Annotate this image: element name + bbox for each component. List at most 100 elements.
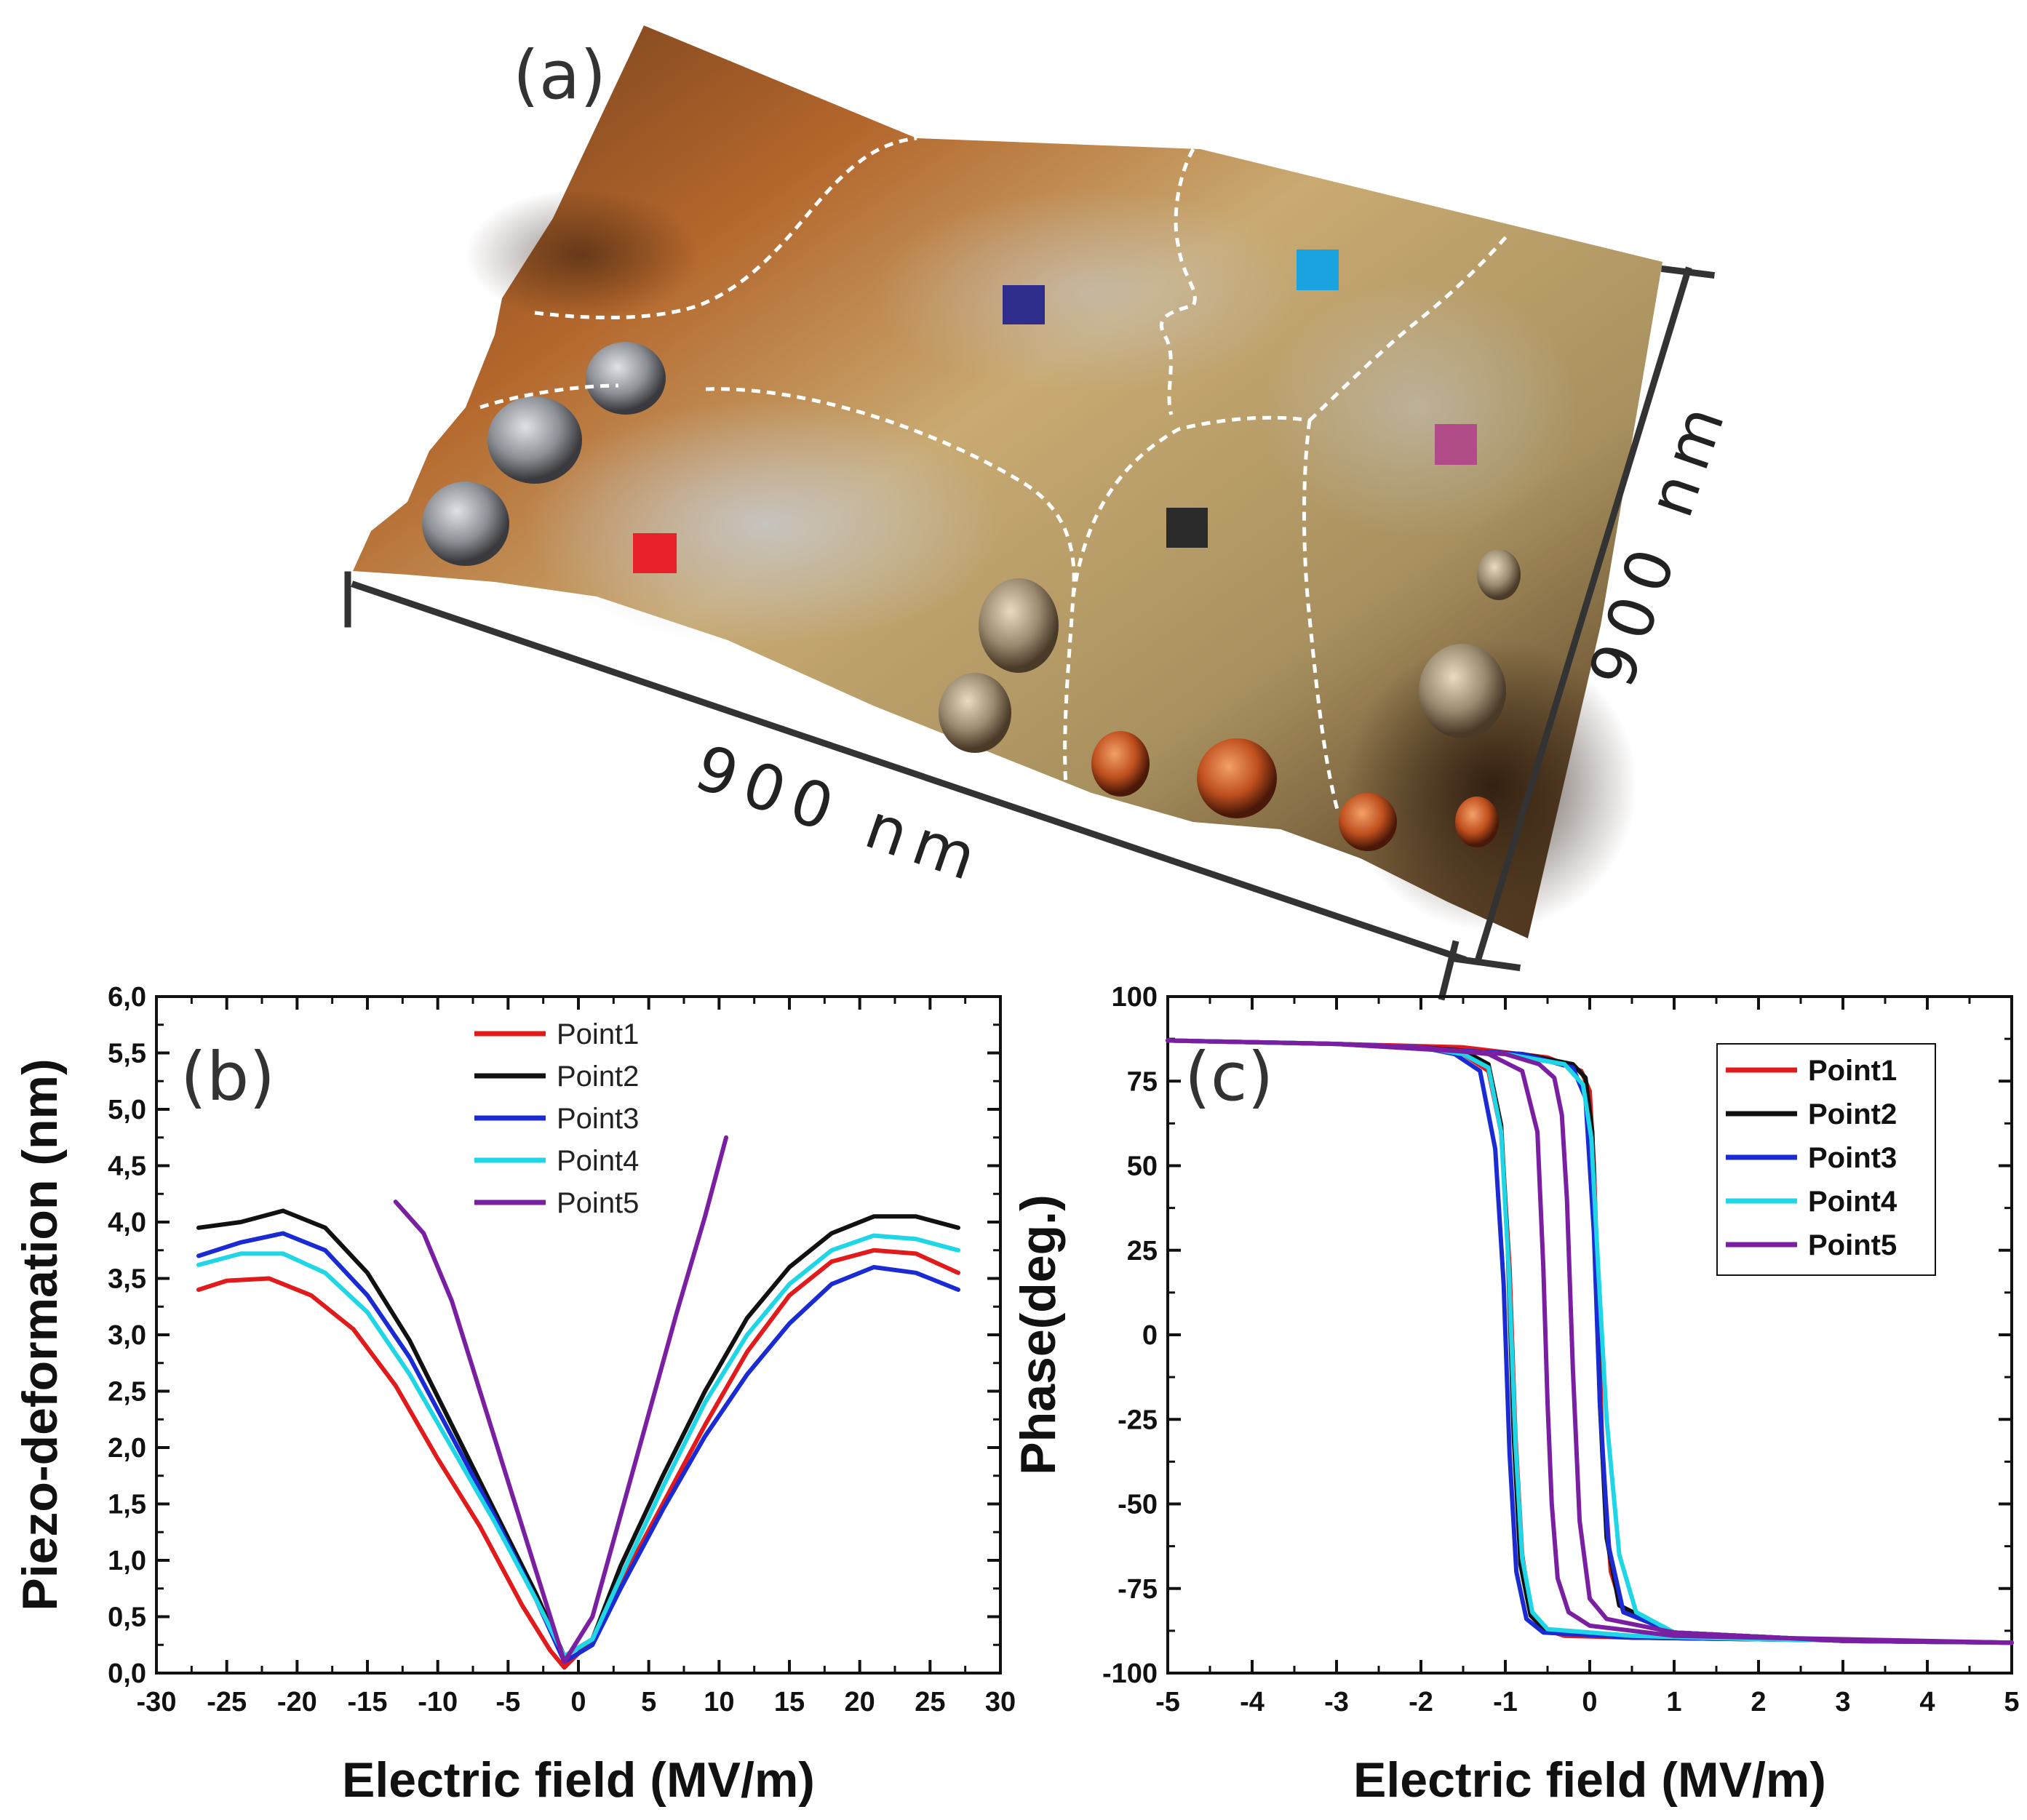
afm-grain-bump [1455,797,1499,847]
afm-grain-bump [939,673,1011,753]
y-tick-label: 0,5 [108,1603,146,1633]
legend-label-point2: Point2 [557,1061,639,1093]
chart-c-x-axis-title: Electric field (MV/m) [1353,1752,1826,1808]
panel-a-topography: 900 nm 900 nm (a) [344,25,1743,1001]
chart-b-legend: Point1 Point2 Point3 Point4 Point5 [474,1018,639,1219]
afm-grain-bump [1091,731,1150,797]
x-tick-label: 0 [1582,1687,1597,1717]
y-tick-label: 2,5 [108,1377,146,1408]
y-tick-label: -75 [1118,1574,1158,1605]
afm-grain-bump [979,578,1059,673]
x-tick-label: 20 [845,1687,875,1717]
afm-dark-region [466,189,698,320]
point1-marker[interactable] [633,533,677,573]
x-tick-label: -20 [277,1687,317,1717]
chart-c-series-point5 [1166,1038,2014,1645]
y-tick-label: 0,0 [108,1659,146,1689]
chart-b-x-axis-title: Electric field (MV/m) [342,1752,815,1808]
x-tick-label: 4 [1919,1687,1935,1717]
chart-c-y-axis-title: Phase(deg.) [1011,1194,1066,1474]
point3-marker[interactable] [1003,285,1045,324]
y-tick-label: 75 [1127,1066,1158,1097]
chart-c-y-tick-labels: -100 -75 -50 -25 0 25 50 75 100 [1102,982,1158,1689]
chart-b-series-point1 [196,1248,960,1670]
point5-marker[interactable] [1435,424,1477,465]
y-tick-label: 1,0 [108,1546,146,1576]
chart-c-series [1166,1038,2014,1645]
afm-grain-bump [487,396,582,484]
y-tick-label: 25 [1127,1236,1158,1266]
chart-b: -30 -25 -20 -15 -10 -5 0 5 10 15 20 25 30 0,0 0,5 1,0 1… [12,982,1016,1808]
chart-b-series-point3 [196,1231,960,1664]
y-tick-label: 0 [1142,1320,1158,1351]
x-tick-label: 15 [774,1687,805,1717]
chart-c-panel-label: (c) [1184,1038,1273,1116]
x-tick-label: 25 [915,1687,945,1717]
x-tick-label: -4 [1240,1687,1265,1717]
point4-marker[interactable] [1297,250,1339,290]
afm-dark-region [1346,640,1637,931]
legend-label-point1: Point1 [1808,1055,1897,1087]
x-tick-label: 2 [1751,1687,1766,1717]
legend-label-point5: Point5 [1808,1229,1897,1261]
chart-c: -5 -4 -3 -2 -1 0 1 2 3 4 5 -100 -75 -50 -25 0 25 50 75 100… [1011,982,2020,1808]
x-tick-label: -25 [207,1687,247,1717]
x-tick-label: 30 [985,1687,1016,1717]
afm-grain-bump [1477,549,1521,600]
chart-c-legend: Point1 Point2 Point3 Point4 Point5 [1716,1043,1936,1276]
legend-label-point5: Point5 [557,1187,639,1219]
x-tick-label: 3 [1835,1687,1850,1717]
y-tick-label: 2,0 [108,1433,146,1464]
y-tick-label: -25 [1118,1405,1158,1435]
chart-b-series [196,1135,960,1670]
x-tick-label: -5 [495,1687,520,1717]
y-tick-label: -100 [1102,1659,1158,1689]
chart-b-plot-frame [155,995,1002,1675]
chart-b-series-point4 [196,1233,960,1659]
y-tick-label: 5,5 [108,1039,146,1069]
afm-grain-bump [1339,793,1397,851]
x-tick-label: 5 [2004,1687,2019,1717]
legend-label-point3: Point3 [557,1103,639,1135]
y-tick-label: -50 [1118,1490,1158,1520]
x-tick-label: 5 [641,1687,656,1717]
x-tick-label: 1 [1666,1687,1681,1717]
x-tick-label: -15 [348,1687,388,1717]
point-markers [633,250,1477,573]
x-tick-label: -1 [1493,1687,1518,1717]
y-tick-label: 3,5 [108,1264,146,1295]
y-tick-label: 5,0 [108,1095,146,1125]
chart-c-x-tick-labels: -5 -4 -3 -2 -1 0 1 2 3 4 5 [1155,1687,2019,1717]
afm-grain-bump [1197,738,1277,818]
legend-label-point4: Point4 [1808,1186,1897,1218]
x-tick-label: -3 [1324,1687,1349,1717]
legend-label-point2: Point2 [1808,1098,1897,1130]
point2-marker[interactable] [1166,508,1208,548]
y-tick-label: 4,5 [108,1152,146,1182]
grain-boundaries [479,136,1511,815]
x-tick-label: -10 [418,1687,458,1717]
chart-b-panel-label: (b) [180,1038,275,1116]
y-tick-label: 6,0 [108,982,146,1013]
chart-b-ticks [155,995,1002,1675]
chart-b-x-tick-labels: -30 -25 -20 -15 -10 -5 0 5 10 15 20 25 30 [137,1687,1016,1717]
afm-grey-region [524,400,1004,647]
y-tick-label: 100 [1112,982,1158,1013]
y-tick-label: 1,5 [108,1490,146,1520]
scale-bar-bottom [344,571,1467,1001]
chart-c-ticks [1166,995,2013,1675]
x-tick-label: -2 [1409,1687,1433,1717]
afm-grain-bump [586,342,666,415]
chart-b-y-tick-labels: 0,0 0,5 1,0 1,5 2,0 2,5 3,0 3,5 4,0 4,5 5,0 5,5 6,0 [108,982,146,1689]
y-tick-label: 50 [1127,1152,1158,1182]
x-tick-label: 0 [570,1687,586,1717]
afm-grain-bump [422,482,509,566]
afm-grain-bump [1419,644,1506,738]
y-tick-label: 3,0 [108,1320,146,1351]
x-tick-label: 10 [704,1687,734,1717]
x-tick-label: -5 [1155,1687,1180,1717]
legend-label-point1: Point1 [557,1018,639,1050]
legend-label-point3: Point3 [1808,1142,1897,1174]
panel-a-label: (a) [513,36,606,114]
